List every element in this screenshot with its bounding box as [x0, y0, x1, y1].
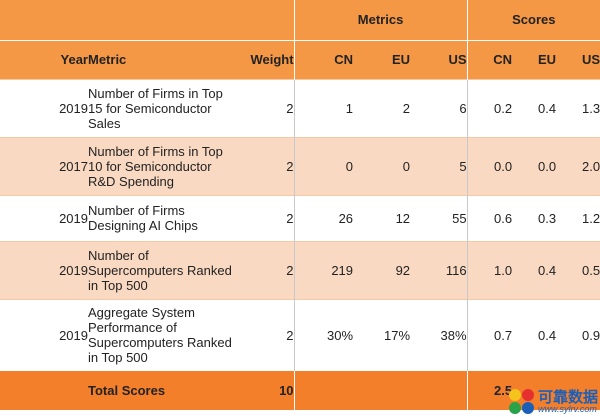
row-year: 2019 [0, 78, 88, 137]
total-metrics-blank [294, 371, 468, 410]
total-row: Total Scores 10 2.5 [0, 371, 600, 410]
row-metric: Number of Supercomputers Ranked in Top 5… [88, 240, 236, 299]
col-header-scores-eu: EU [512, 39, 557, 79]
row-scores-cn: 0.2 [467, 78, 513, 137]
watermark-name: 可靠数据 [537, 388, 598, 406]
row-metrics-eu: 0 [353, 136, 411, 195]
col-header-metrics-cn: CN [294, 39, 354, 79]
watermark-url: www.sylrv.com [537, 404, 597, 414]
row-scores-cn: 0.0 [467, 136, 513, 195]
row-metrics-us: 116 [410, 240, 468, 299]
row-year: 2019 [0, 298, 88, 371]
table-row: 2019 Number of Firms in Top 15 for Semic… [0, 78, 600, 137]
row-metrics-cn: 26 [294, 194, 354, 241]
row-scores-eu: 0.4 [512, 298, 557, 371]
total-label: Total Scores [88, 371, 236, 410]
row-metrics-eu: 12 [353, 194, 411, 241]
row-metrics-eu: 17% [353, 298, 411, 371]
header-group-row: Metrics Scores [0, 0, 600, 40]
row-scores-eu: 0.3 [512, 194, 557, 241]
total-blank [0, 371, 88, 410]
row-metrics-eu: 2 [353, 78, 411, 137]
col-header-year: Year [0, 39, 88, 79]
row-year: 2019 [0, 240, 88, 299]
row-metric: Number of Firms in Top 10 for Semiconduc… [88, 136, 236, 195]
header-group-blank [0, 0, 295, 40]
row-scores-eu: 0.4 [512, 78, 557, 137]
row-metrics-us: 55 [410, 194, 468, 241]
col-header-metrics-eu: EU [353, 39, 411, 79]
row-metric: Number of Firms Designing AI Chips [88, 194, 236, 241]
row-metrics-cn: 219 [294, 240, 354, 299]
row-scores-us: 1.2 [556, 194, 600, 241]
row-scores-us: 0.5 [556, 240, 600, 299]
col-header-scores-cn: CN [467, 39, 513, 79]
total-weight: 10 [236, 371, 295, 410]
row-metric: Aggregate System Performance of Supercom… [88, 298, 236, 371]
row-scores-cn: 0.6 [467, 194, 513, 241]
row-metrics-eu: 92 [353, 240, 411, 299]
watermark: 可靠数据 www.sylrv.com [508, 388, 598, 415]
row-year: 2017 [0, 136, 88, 195]
col-header-weight: Weight [236, 39, 295, 79]
row-metrics-us: 5 [410, 136, 468, 195]
row-weight: 2 [236, 240, 295, 299]
row-weight: 2 [236, 194, 295, 241]
col-header-metric: Metric [88, 39, 236, 79]
table-row: 2017 Number of Firms in Top 10 for Semic… [0, 136, 600, 195]
col-header-scores-us: US [556, 39, 600, 79]
row-scores-us: 0.9 [556, 298, 600, 371]
row-year: 2019 [0, 194, 88, 241]
row-scores-us: 2.0 [556, 136, 600, 195]
header-group-scores: Scores [467, 0, 600, 40]
table-row: 2019 Number of Firms Designing AI Chips … [0, 194, 600, 241]
row-scores-eu: 0.0 [512, 136, 557, 195]
row-metrics-us: 6 [410, 78, 468, 137]
row-metrics-cn: 1 [294, 78, 354, 137]
row-weight: 2 [236, 298, 295, 371]
row-scores-cn: 0.7 [467, 298, 513, 371]
row-scores-us: 1.3 [556, 78, 600, 137]
table-row: 2019 Aggregate System Performance of Sup… [0, 298, 600, 371]
row-weight: 2 [236, 136, 295, 195]
watermark-logo-icon [508, 389, 535, 415]
table-row: 2019 Number of Supercomputers Ranked in … [0, 240, 600, 299]
row-metrics-us: 38% [410, 298, 468, 371]
row-scores-eu: 0.4 [512, 240, 557, 299]
row-metric: Number of Firms in Top 15 for Semiconduc… [88, 78, 236, 137]
row-metrics-cn: 30% [294, 298, 354, 371]
header-group-metrics: Metrics [294, 0, 468, 40]
header-column-row: Year Metric Weight CN EU US CN EU US [0, 39, 600, 79]
total-score-cn: 2.5 [467, 371, 513, 410]
row-metrics-cn: 0 [294, 136, 354, 195]
row-weight: 2 [236, 78, 295, 137]
col-header-metrics-us: US [410, 39, 468, 79]
row-scores-cn: 1.0 [467, 240, 513, 299]
